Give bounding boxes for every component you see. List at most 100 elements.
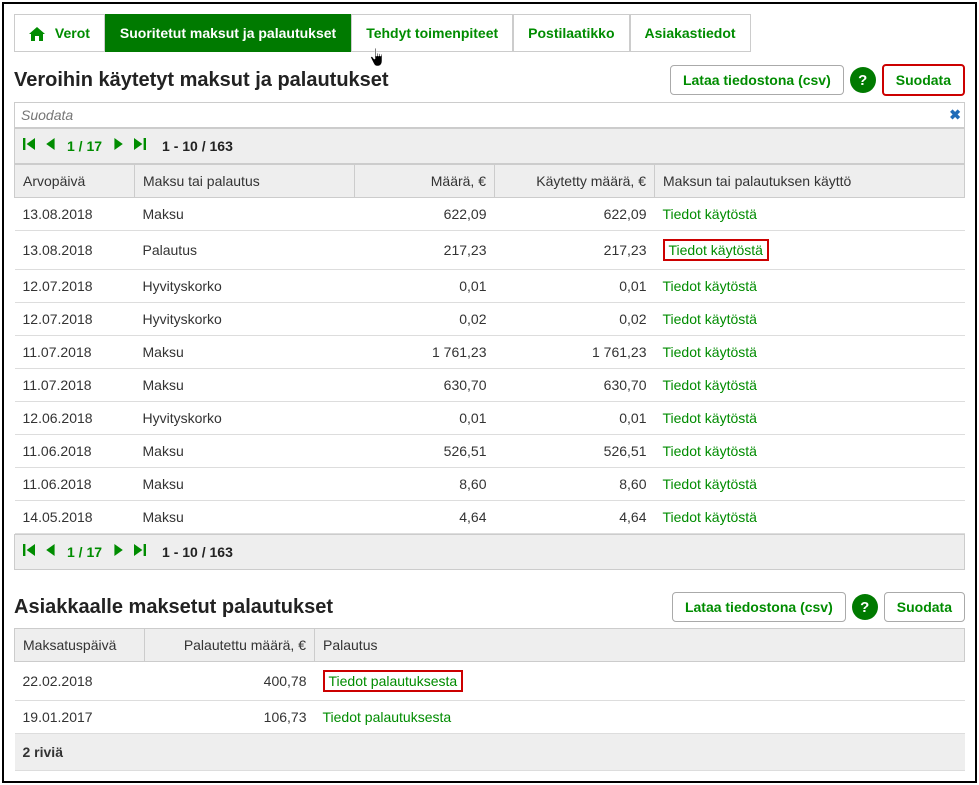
cell-amount: 526,51 (355, 435, 495, 468)
cell-date: 11.06.2018 (15, 435, 135, 468)
cell-date: 12.07.2018 (15, 303, 135, 336)
filter-input[interactable] (14, 102, 965, 128)
tab-1[interactable]: Suoritetut maksut ja palautukset (105, 14, 351, 52)
cell-link: Tiedot palautuksesta (315, 701, 965, 734)
details-link[interactable]: Tiedot käytöstä (663, 509, 757, 525)
pager-prev-icon[interactable] (45, 137, 57, 155)
pager-top: 1 / 17 1 - 10 / 163 (14, 128, 965, 164)
tab-3[interactable]: Postilaatikko (513, 14, 629, 52)
pager-first-icon[interactable] (23, 137, 35, 155)
cell-date: 11.06.2018 (15, 468, 135, 501)
tab-label: Asiakastiedot (645, 25, 736, 41)
tab-label: Tehdyt toimenpiteet (366, 25, 498, 41)
csv-button-2[interactable]: Lataa tiedostona (csv) (672, 592, 846, 622)
pager-bottom: 1 / 17 1 - 10 / 163 (14, 534, 965, 570)
tab-4[interactable]: Asiakastiedot (630, 14, 751, 52)
help-button-1[interactable]: ? (850, 67, 876, 93)
pager-range: 1 - 10 / 163 (162, 544, 233, 560)
cell-used: 0,02 (495, 303, 655, 336)
clear-filter-icon[interactable]: ✖ (949, 107, 961, 124)
details-link[interactable]: Tiedot käytöstä (663, 476, 757, 492)
column-header[interactable]: Palautettu määrä, € (145, 629, 315, 662)
cell-amount: 106,73 (145, 701, 315, 734)
tab-bar: Verot Suoritetut maksut ja palautukset Teh… (14, 14, 965, 52)
cell-amount: 400,78 (145, 662, 315, 701)
cell-link: Tiedot käytöstä (655, 369, 965, 402)
pager-next-icon[interactable] (112, 137, 124, 155)
pager-last-icon[interactable] (134, 137, 146, 155)
cell-amount: 622,09 (355, 198, 495, 231)
cell-link: Tiedot käytöstä (655, 402, 965, 435)
tab-2[interactable]: Tehdyt toimenpiteet (351, 14, 513, 52)
details-link[interactable]: Tiedot käytöstä (663, 278, 757, 294)
cell-type: Maksu (135, 501, 355, 534)
details-link[interactable]: Tiedot käytöstä (663, 443, 757, 459)
cell-used: 8,60 (495, 468, 655, 501)
cell-used: 0,01 (495, 270, 655, 303)
cell-used: 0,01 (495, 402, 655, 435)
cell-amount: 4,64 (355, 501, 495, 534)
details-link[interactable]: Tiedot käytöstä (663, 344, 757, 360)
cell-amount: 1 761,23 (355, 336, 495, 369)
cell-link: Tiedot palautuksesta (315, 662, 965, 701)
cell-amount: 0,01 (355, 402, 495, 435)
pager-prev-icon[interactable] (45, 543, 57, 561)
column-header[interactable]: Käytetty määrä, € (495, 165, 655, 198)
tab-0[interactable]: Verot (14, 14, 105, 52)
column-header[interactable]: Maksu tai palautus (135, 165, 355, 198)
details-link[interactable]: Tiedot käytöstä (663, 206, 757, 222)
table-row: 12.07.2018Hyvityskorko0,020,02Tiedot käy… (15, 303, 965, 336)
tab-label: Postilaatikko (528, 25, 614, 41)
cell-link: Tiedot käytöstä (655, 303, 965, 336)
cell-type: Maksu (135, 468, 355, 501)
refunds-table: MaksatuspäiväPalautettu määrä, €Palautus… (14, 628, 965, 771)
column-header[interactable]: Arvopäivä (15, 165, 135, 198)
cell-date: 13.08.2018 (15, 198, 135, 231)
cell-date: 12.06.2018 (15, 402, 135, 435)
cell-type: Palautus (135, 231, 355, 270)
pager-first-icon[interactable] (23, 543, 35, 561)
column-header[interactable]: Määrä, € (355, 165, 495, 198)
pager-last-icon[interactable] (134, 543, 146, 561)
table-row: 13.08.2018Palautus217,23217,23Tiedot käy… (15, 231, 965, 270)
cell-date: 14.05.2018 (15, 501, 135, 534)
refund-details-link[interactable]: Tiedot palautuksesta (323, 670, 464, 692)
pager-next-icon[interactable] (112, 543, 124, 561)
section1-title: Veroihin käytetyt maksut ja palautukset (14, 69, 389, 92)
table-row: 11.06.2018Maksu526,51526,51Tiedot käytös… (15, 435, 965, 468)
cell-date: 11.07.2018 (15, 369, 135, 402)
cell-link: Tiedot käytöstä (655, 435, 965, 468)
cell-type: Maksu (135, 336, 355, 369)
table-row: 19.01.2017106,73Tiedot palautuksesta (15, 701, 965, 734)
details-link[interactable]: Tiedot käytöstä (663, 311, 757, 327)
cell-amount: 630,70 (355, 369, 495, 402)
cell-type: Hyvityskorko (135, 270, 355, 303)
cell-used: 217,23 (495, 231, 655, 270)
cell-type: Maksu (135, 369, 355, 402)
details-link[interactable]: Tiedot käytöstä (663, 410, 757, 426)
cell-link: Tiedot käytöstä (655, 198, 965, 231)
help-button-2[interactable]: ? (852, 594, 878, 620)
details-link[interactable]: Tiedot käytöstä (663, 239, 769, 261)
row-count: 2 riviä (15, 734, 965, 771)
column-header[interactable]: Palautus (315, 629, 965, 662)
cell-amount: 217,23 (355, 231, 495, 270)
cell-date: 12.07.2018 (15, 270, 135, 303)
csv-button-1[interactable]: Lataa tiedostona (csv) (670, 65, 844, 95)
column-header[interactable]: Maksatuspäivä (15, 629, 145, 662)
column-header[interactable]: Maksun tai palautuksen käyttö (655, 165, 965, 198)
refund-details-link[interactable]: Tiedot palautuksesta (323, 709, 452, 725)
table-row: 11.07.2018Maksu630,70630,70Tiedot käytös… (15, 369, 965, 402)
cell-link: Tiedot käytöstä (655, 501, 965, 534)
section2-title: Asiakkaalle maksetut palautukset (14, 596, 333, 619)
home-icon (29, 27, 45, 41)
filter-button-1[interactable]: Suodata (882, 64, 965, 96)
table-row: 14.05.2018Maksu4,644,64Tiedot käytöstä (15, 501, 965, 534)
pager-range: 1 - 10 / 163 (162, 138, 233, 154)
cell-link: Tiedot käytöstä (655, 270, 965, 303)
details-link[interactable]: Tiedot käytöstä (663, 377, 757, 393)
filter-button-2[interactable]: Suodata (884, 592, 965, 622)
table-row: 13.08.2018Maksu622,09622,09Tiedot käytös… (15, 198, 965, 231)
tab-label: Verot (55, 25, 90, 41)
cell-amount: 0,02 (355, 303, 495, 336)
